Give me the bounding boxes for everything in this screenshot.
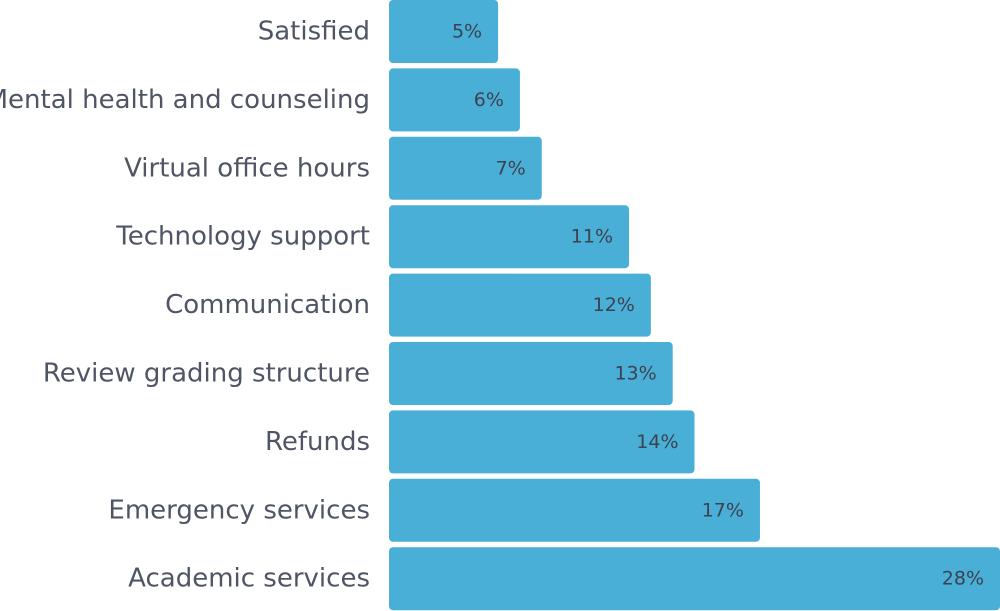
bar-value-label: 6%: [474, 89, 504, 111]
bar-value-label: 7%: [496, 157, 526, 179]
category-label: Academic services: [128, 564, 370, 594]
category-label: Review grading structure: [43, 359, 370, 389]
value-labels-layer: 5% 6% 7% 11% 12% 13% 14% 17% 28%: [452, 21, 984, 590]
bar-value-label: 12%: [593, 294, 635, 316]
bar: [389, 342, 673, 405]
category-label: Refunds: [265, 427, 370, 457]
bar-value-label: 11%: [571, 226, 613, 248]
bar-value-label: 14%: [636, 431, 678, 453]
category-label: Mental health and counseling: [0, 85, 370, 115]
bar: [389, 547, 1000, 611]
bar: [389, 410, 695, 474]
bar: [389, 478, 760, 542]
category-label: Communication: [165, 290, 370, 320]
bar-value-label: 28%: [942, 568, 984, 590]
bar: [389, 205, 630, 269]
category-label: Emergency services: [108, 495, 370, 525]
bar-value-label: 13%: [614, 363, 656, 385]
category-label: Satisfied: [258, 17, 370, 47]
bars-layer: [389, 0, 1000, 611]
bar: [389, 68, 520, 132]
category-labels-layer: Satisfied Mental health and counseling Vir…: [0, 17, 370, 594]
bar: [389, 136, 542, 200]
bar: [389, 0, 499, 63]
bar-value-label: 5%: [452, 21, 482, 43]
bar: [389, 273, 651, 337]
category-label: Technology support: [115, 222, 370, 252]
bar-value-label: 17%: [702, 499, 744, 521]
category-label: Virtual office hours: [124, 153, 370, 183]
